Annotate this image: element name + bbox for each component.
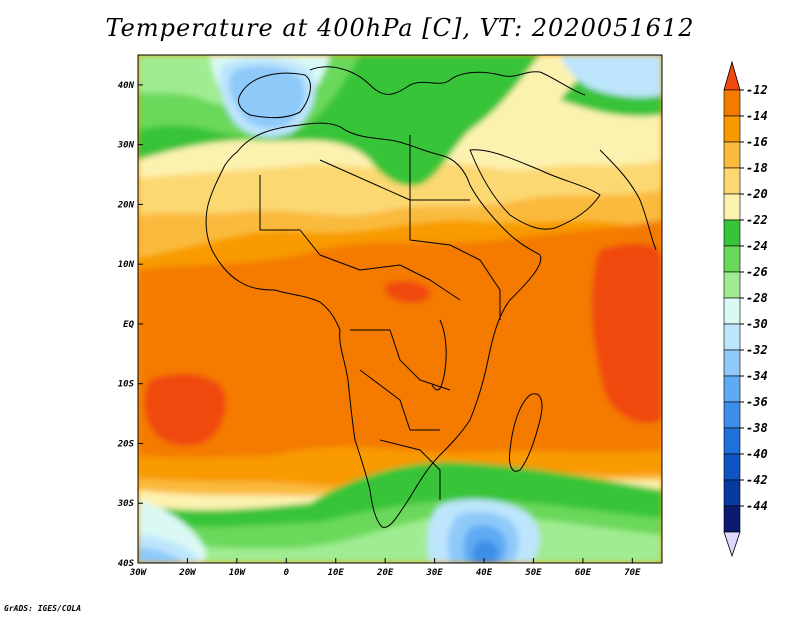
lon-tick-label: 0 <box>284 568 290 578</box>
lon-tick-label: 30E <box>425 568 443 578</box>
plot-title: Temperature at 400hPa [C], VT: 202005161… <box>105 14 695 42</box>
india-coastline <box>599 149 657 251</box>
lon-tick-label: 20W <box>178 568 197 578</box>
border-sahara-3 <box>409 135 470 201</box>
lon-tick-label: 60E <box>575 568 592 578</box>
colorbar-label: -36 <box>746 395 768 409</box>
colorbar-swatch <box>723 115 741 143</box>
border-central-2 <box>350 329 451 391</box>
colorbar-bottom-arrow <box>723 531 741 558</box>
border-central-1 <box>319 254 461 301</box>
lat-tick-label: 20N <box>117 200 135 210</box>
colorbar-swatch <box>723 141 741 169</box>
band-m14-central <box>138 220 662 470</box>
colorbar-swatch <box>723 479 741 507</box>
lat-tick-label: 10N <box>118 260 135 270</box>
blob-m12-east <box>591 243 662 424</box>
lat-tick-label: 20S <box>117 439 135 449</box>
border-sahara-1 <box>259 175 321 256</box>
colorbar-label: -28 <box>746 291 768 305</box>
colorbar-label: -38 <box>746 421 768 435</box>
madagascar-coastline <box>509 393 543 472</box>
colorbar-label: -42 <box>746 473 768 487</box>
colorbar-swatch <box>723 401 741 429</box>
blob-m12-atlantic <box>144 373 226 446</box>
colorbar-swatch <box>723 193 741 221</box>
colorbar-swatch <box>723 271 741 299</box>
africa-coastline <box>205 122 542 528</box>
lat-tick-label: 30N <box>117 141 135 151</box>
colorbar: -12 -14 -16 -18 -20 -22 -24 -26 -28 -30 -32 -34 -36 -… <box>723 60 768 558</box>
colorbar-swatch <box>723 219 741 247</box>
lon-tick-label: 10W <box>229 568 247 578</box>
colorbar-label: -12 <box>746 83 768 97</box>
colorbar-label: -18 <box>746 161 768 175</box>
colorbar-label: -16 <box>746 135 768 149</box>
colorbar-label: -20 <box>746 187 768 201</box>
great-lakes <box>431 319 447 391</box>
blob-m38-south <box>472 540 498 563</box>
colorbar-label: -34 <box>746 369 768 383</box>
lat-tick-label: 40N <box>118 81 135 91</box>
colorbar-swatch <box>723 505 741 533</box>
lat-tick-label: EQ <box>123 320 134 330</box>
colorbar-swatch <box>723 167 741 195</box>
colorbar-label: -22 <box>746 213 768 227</box>
colorbar-swatch <box>723 453 741 481</box>
lon-tick-label: 20E <box>376 568 394 578</box>
blob-m32-northeast <box>560 55 662 98</box>
arabia-coastline <box>469 149 601 230</box>
map-frame <box>137 54 663 564</box>
lon-tick-label: 40E <box>476 568 493 578</box>
europe-coastline <box>309 66 586 96</box>
credit-label: GrADS: IGES/COLA <box>4 604 82 613</box>
colorbar-label: -32 <box>746 343 768 357</box>
lon-tick-label: 70E <box>624 568 641 578</box>
lat-tick-label: 30S <box>117 499 135 509</box>
lon-tick-label: 50E <box>525 568 542 578</box>
blob-m12-congo <box>384 280 431 303</box>
colorbar-label: -40 <box>746 447 768 461</box>
lon-tick-label: 10E <box>328 568 345 578</box>
lat-tick-label: 40S <box>118 559 135 569</box>
colorbar-swatch <box>723 89 741 117</box>
latitude-axis: 40N 30N 20N 10N EQ 10S 20S 30S 40S <box>117 81 143 569</box>
border-southern-1 <box>379 439 441 500</box>
colorbar-swatch <box>723 349 741 377</box>
colorbar-swatch <box>723 245 741 273</box>
colorbar-swatch <box>723 323 741 351</box>
iberia-coastline <box>237 72 311 119</box>
colorbar-swatch <box>723 375 741 403</box>
blob-m34-southwest <box>138 548 182 563</box>
colorbar-label: -30 <box>746 317 768 331</box>
colorbar-label: -44 <box>746 499 768 513</box>
border-central-3 <box>359 369 440 431</box>
colorbar-label: -26 <box>746 265 768 279</box>
colorbar-label: -14 <box>746 109 768 123</box>
lat-tick-label: 10S <box>118 380 135 390</box>
longitude-axis: 30W 20W 10W 0 10E 20E 30E 40E 50E 60E 70E <box>129 558 641 578</box>
colorbar-label: -24 <box>746 239 768 253</box>
border-east-1 <box>449 244 501 320</box>
lon-tick-label: 30W <box>129 568 148 578</box>
colorbar-top-arrow <box>723 60 741 91</box>
colorbar-swatch <box>723 427 741 455</box>
temperature-field <box>138 55 662 563</box>
colorbar-swatch <box>723 297 741 325</box>
coastlines <box>205 66 657 528</box>
blob-m34-iberia <box>229 65 305 129</box>
